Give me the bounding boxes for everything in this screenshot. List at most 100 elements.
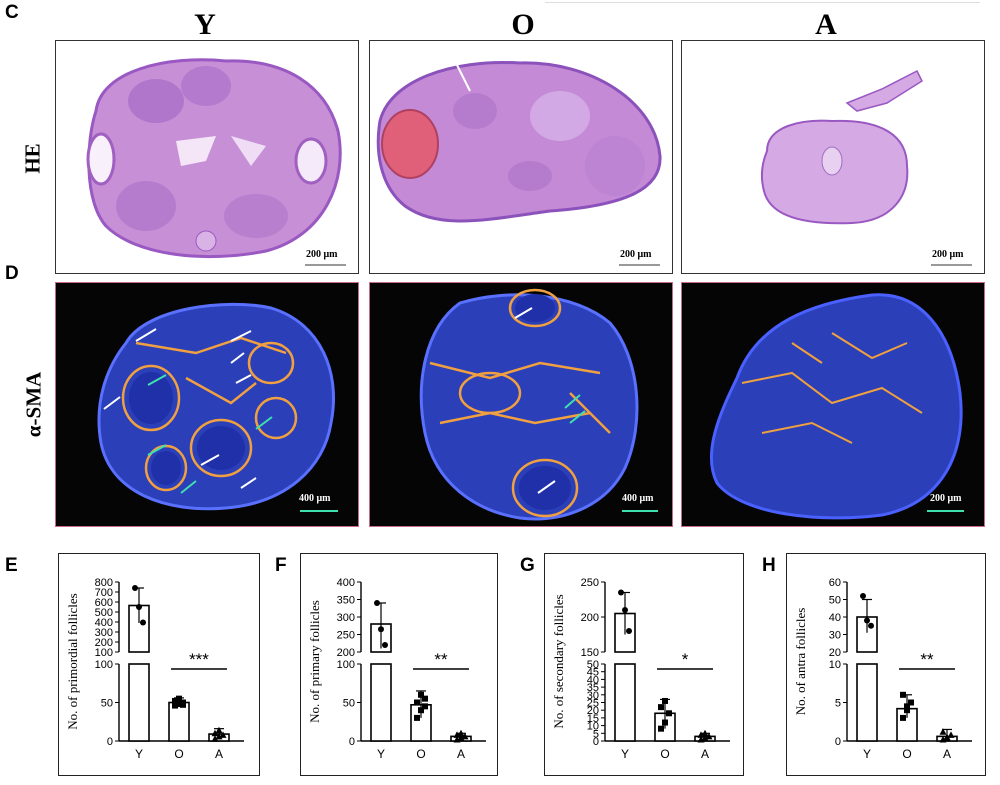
data-point	[701, 729, 709, 737]
y-tick-label: 30	[587, 690, 599, 702]
y-tick-label: 40	[587, 674, 599, 686]
y-tick-label: 400	[337, 577, 355, 589]
y-tick-label: 100	[337, 659, 355, 671]
data-point	[908, 699, 914, 706]
data-point	[904, 707, 910, 714]
y-tick-label: 0	[349, 736, 355, 748]
y-tick-label: 20	[829, 647, 841, 659]
data-point	[900, 714, 906, 721]
x-tick-label: A	[457, 747, 465, 761]
data-point	[662, 719, 668, 726]
top-rule	[545, 2, 980, 3]
y-tick-label: 45	[587, 667, 599, 679]
y-tick-label: 300	[337, 612, 355, 624]
data-point	[418, 707, 424, 714]
y-axis-label: No. of primary follicles	[307, 600, 322, 723]
data-point	[172, 697, 178, 704]
significance-marker: ***	[189, 650, 209, 669]
y-tick-label: 50	[101, 698, 113, 710]
y-tick-label: 200	[95, 637, 113, 649]
data-point	[140, 619, 146, 626]
x-tick-label: A	[215, 747, 223, 761]
if-image-aged: 200 μm	[681, 282, 985, 527]
y-tick-label: 150	[581, 647, 599, 659]
scalebar-label-he-aged: 200 μm	[932, 249, 964, 260]
y-tick-label: 400	[95, 617, 113, 629]
y-tick-label: 100	[95, 647, 113, 659]
panel-letter-e: E	[5, 555, 18, 576]
panel-letter-h: H	[762, 555, 776, 576]
y-tick-label: 30	[829, 630, 841, 642]
data-point	[868, 622, 874, 629]
x-tick-label: Y	[377, 747, 385, 761]
y-tick-label: 600	[95, 597, 113, 609]
y-tick-label: 800	[95, 577, 113, 589]
panel-letter-c: C	[5, 2, 19, 23]
y-tick-label: 0	[107, 736, 113, 748]
data-point	[860, 593, 866, 599]
data-point	[422, 695, 428, 702]
data-point	[136, 604, 142, 610]
scalebar-label-if-old: 400 μm	[622, 493, 654, 504]
y-axis-label: No. of secondary follicles	[551, 594, 566, 728]
he-image-aged: 200 μm	[681, 40, 985, 274]
y-tick-label: 250	[337, 630, 355, 642]
panel-letter-f: F	[275, 555, 287, 576]
y-tick-label: 15	[587, 713, 599, 725]
data-point	[626, 628, 632, 634]
y-tick-label: 700	[95, 587, 113, 599]
column-title-young: Y	[194, 8, 216, 41]
data-point	[900, 691, 906, 698]
data-point	[414, 714, 420, 721]
y-tick-label: 40	[829, 612, 841, 624]
data-point	[211, 729, 219, 737]
data-point	[374, 600, 380, 606]
data-point	[904, 703, 910, 710]
significance-marker: **	[434, 650, 448, 669]
if-image-young: 400 μm	[55, 282, 359, 527]
row-label-he: HE	[20, 143, 45, 174]
scalebar-label-if-aged: 200 μm	[930, 493, 962, 504]
y-tick-label: 5	[593, 728, 599, 740]
data-point	[705, 732, 713, 740]
data-point	[622, 607, 628, 613]
panel-letter-g: G	[520, 555, 535, 576]
data-point	[658, 725, 664, 732]
y-tick-label: 500	[95, 607, 113, 619]
if-image-old: 400 μm	[369, 282, 673, 527]
y-tick-label: 25	[587, 698, 599, 710]
y-tick-label: 0	[835, 736, 841, 748]
data-point	[176, 695, 182, 702]
data-point	[939, 728, 947, 735]
data-point	[211, 735, 219, 742]
data-point	[658, 704, 664, 711]
data-point	[180, 701, 186, 708]
data-point	[666, 710, 672, 717]
y-tick-label: 10	[587, 721, 599, 733]
bar-lower-segment	[856, 663, 878, 742]
y-tick-label: 60	[829, 577, 841, 589]
chart-g-secondary: No. of secondary follicles 0 5 10 15 20 25 30 35…	[544, 553, 744, 776]
he-image-old: 200 μm	[369, 40, 673, 274]
data-point	[947, 731, 955, 738]
y-tick-label: 0	[593, 736, 599, 748]
x-tick-label: A	[943, 747, 951, 761]
y-tick-label: 200	[581, 612, 599, 624]
data-point	[618, 589, 624, 596]
y-tick-label: 10	[829, 659, 841, 671]
y-axis-label: No. of primordial follicles	[65, 593, 80, 729]
data-point	[382, 642, 388, 648]
column-title-aged: A	[815, 8, 837, 41]
chart-h-antra: No. of antra follicles 0 5 10 20 30 40 50 60 Y O A *…	[786, 553, 986, 776]
y-tick-label: 300	[95, 627, 113, 639]
y-tick-label: 100	[95, 659, 113, 671]
data-point	[172, 702, 178, 709]
bar-lower-segment	[128, 663, 150, 742]
y-tick-label: 50	[829, 595, 841, 607]
x-tick-label: A	[701, 747, 709, 761]
y-tick-label: 250	[581, 577, 599, 589]
data-point	[662, 697, 668, 704]
y-axis-label: No. of antra follicles	[793, 608, 808, 716]
chart-e-primordial: No. of primordial follicles 0 50 100 100 200 3…	[58, 553, 260, 776]
chart-f-primary: No. of primary follicles 0 50 100 200 250 300 3…	[300, 553, 498, 776]
